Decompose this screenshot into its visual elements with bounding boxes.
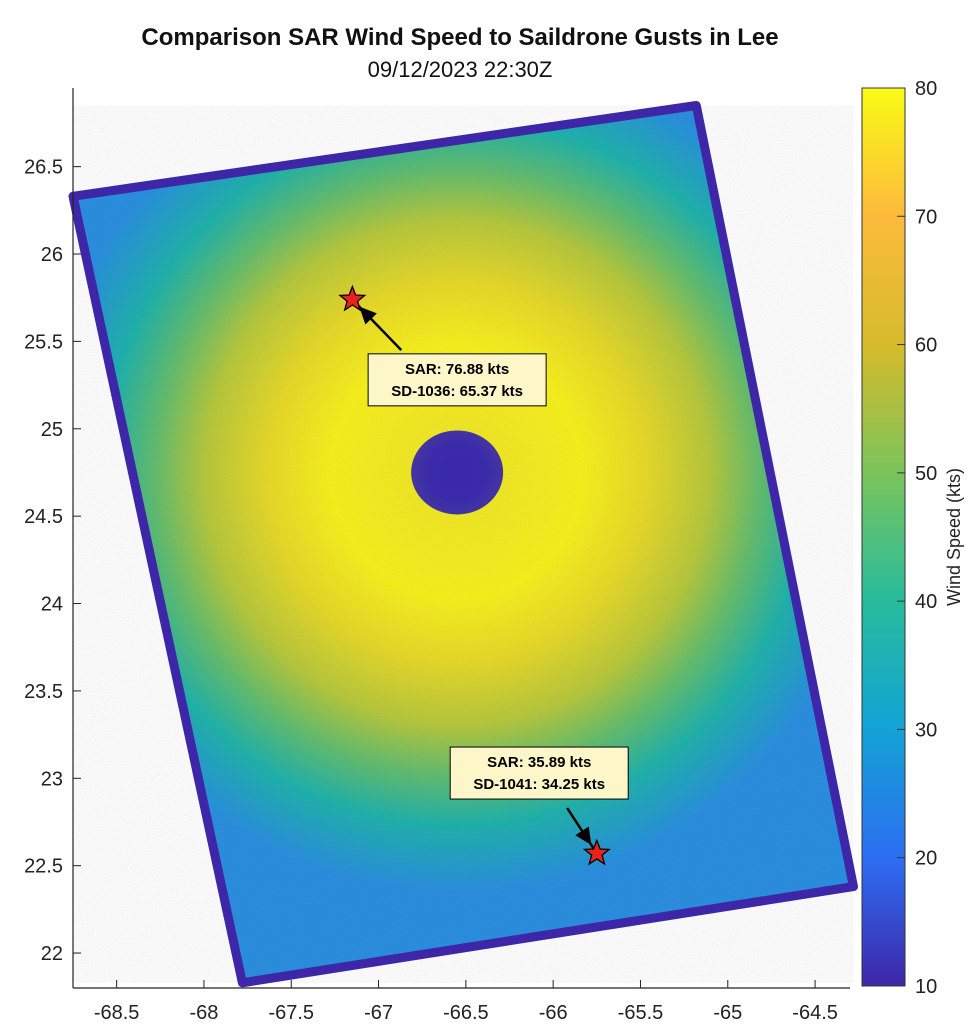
y-ticks: 22 22.5 23 23.5 24 24.5 25 25.5 26 26.5: [24, 157, 81, 965]
colorbar-label: Wind Speed (kts): [944, 468, 964, 606]
x-tick-label: -65.5: [618, 1002, 664, 1024]
annotation-box: [367, 353, 547, 407]
colorbar-tick-label: 50: [915, 463, 937, 485]
y-tick-label: 26: [41, 244, 63, 266]
y-tick-label: 24: [41, 594, 63, 616]
colorbar-tick-label: 80: [915, 78, 937, 100]
x-tick-label: -65: [713, 1002, 742, 1024]
colorbar-tick-label: 70: [915, 206, 937, 228]
chart-title: Comparison SAR Wind Speed to Saildrone G…: [141, 24, 778, 51]
y-tick-label: 23: [41, 768, 63, 790]
x-tick-label: -67.5: [268, 1002, 314, 1024]
eye-region: [411, 430, 504, 515]
x-tick-label: -67: [364, 1002, 393, 1024]
colorbar-gradient: [861, 87, 906, 987]
y-tick-label: 22.5: [24, 856, 63, 878]
marker-sd-1036: SAR: 76.88 kts SD-1036: 65.37 kts: [338, 284, 547, 407]
colorbar: 10 20 30 40 50 60 70 80 Wind Speed (kts): [861, 78, 964, 998]
arrowhead: [575, 826, 592, 846]
colorbar-tick-label: 20: [915, 848, 937, 870]
chart-subtitle: 09/12/2023 22:30Z: [368, 57, 553, 82]
star-marker: [582, 838, 611, 866]
y-tick-label: 22: [41, 943, 63, 965]
annotation-line: SAR: 35.89 kts: [487, 754, 591, 771]
markers: SAR: 76.88 kts SD-1036: 65.37 kts SAR: 35.…: [338, 284, 629, 866]
x-ticks: -68.5 -68 -67.5 -67 -66.5 -66 -65.5 -65 -64.5: [94, 980, 838, 1024]
swath-overlay: [411, 430, 504, 515]
swath-fill: [73, 105, 854, 983]
annotation-line: SAR: 76.88 kts: [405, 361, 509, 378]
axes: -68.5 -68 -67.5 -67 -66.5 -66 -65.5 -65 -64.5 22…: [24, 88, 850, 1024]
marker-sd-1041: SAR: 35.89 kts SD-1041: 34.25 kts: [449, 746, 629, 866]
x-tick-label: -64.5: [792, 1002, 838, 1024]
x-tick-label: -66.5: [443, 1002, 489, 1024]
colorbar-tick-label: 40: [915, 591, 937, 613]
sar-swath: [68, 101, 858, 988]
colorbar-tick-label: 60: [915, 335, 937, 357]
annotation-arrow: [566, 807, 598, 855]
arrowhead: [359, 306, 377, 325]
colorbar-tick-label: 30: [915, 719, 937, 741]
colorbar-tick-label: 10: [915, 976, 937, 998]
annotation-line: SD-1041: 34.25 kts: [473, 776, 605, 793]
y-tick-label: 25.5: [24, 331, 63, 353]
y-tick-label: 23.5: [24, 681, 63, 703]
star-marker: [338, 284, 367, 312]
y-tick-label: 25: [41, 419, 63, 441]
x-tick-label: -68.5: [94, 1002, 140, 1024]
colorbar-ticks: 10 20 30 40 50 60 70 80: [897, 78, 937, 998]
x-tick-label: -66: [539, 1002, 568, 1024]
annotation-line: SD-1036: 65.37 kts: [391, 383, 523, 400]
y-tick-label: 24.5: [24, 506, 63, 528]
swath-border: [68, 101, 858, 988]
x-tick-label: -68: [190, 1002, 219, 1024]
annotation-box: [449, 746, 629, 800]
y-tick-label: 26.5: [24, 157, 63, 179]
